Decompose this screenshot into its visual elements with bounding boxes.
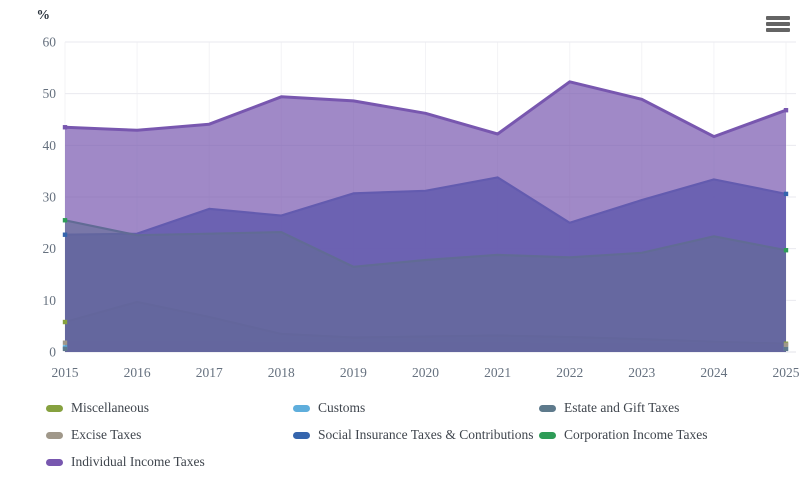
series-bullet-estate-and-gift-taxes bbox=[783, 346, 789, 352]
legend-item-customs[interactable]: Customs bbox=[293, 398, 539, 418]
legend-marker bbox=[293, 431, 310, 439]
x-axis-tick-2025: 2025 bbox=[773, 365, 800, 380]
legend-item-label: Individual Income Taxes bbox=[71, 454, 205, 469]
series-line-individual-income-taxes[interactable] bbox=[64, 80, 787, 139]
series-bullet-excise-taxes bbox=[783, 342, 789, 347]
legend-item-miscellaneous[interactable]: Miscellaneous bbox=[46, 398, 293, 418]
legend-item-individual-income-taxes[interactable]: Individual Income Taxes bbox=[46, 452, 293, 472]
x-axis-tick-2016: 2016 bbox=[124, 365, 151, 380]
legend-item-label: Excise Taxes bbox=[71, 427, 142, 442]
y-axis-tick-10: 10 bbox=[43, 293, 57, 308]
series-bullet-miscellaneous bbox=[62, 319, 68, 325]
y-axis-tick-50: 50 bbox=[43, 86, 57, 101]
series-bullet-individual-income-taxes bbox=[62, 125, 68, 130]
x-axis-tick-2020: 2020 bbox=[412, 365, 439, 380]
legend-item-label: Corporation Income Taxes bbox=[564, 427, 708, 442]
legend-marker bbox=[293, 404, 310, 412]
series-bullet-excise-taxes bbox=[62, 340, 68, 345]
y-axis-tick-30: 30 bbox=[43, 190, 57, 205]
legend-marker bbox=[46, 404, 63, 412]
legend-item-label: Customs bbox=[318, 400, 366, 415]
legend-marker bbox=[46, 431, 63, 439]
legend-item-estate-and-gift-taxes[interactable]: Estate and Gift Taxes bbox=[539, 398, 801, 418]
x-axis-tick-2022: 2022 bbox=[556, 365, 583, 380]
legend-marker bbox=[46, 458, 63, 466]
y-axis-tick-60: 60 bbox=[43, 35, 57, 50]
x-axis-tick-2018: 2018 bbox=[268, 365, 295, 380]
legend-item-excise-taxes[interactable]: Excise Taxes bbox=[46, 425, 293, 445]
x-axis-tick-2024: 2024 bbox=[700, 365, 727, 380]
hamburger-icon bbox=[766, 16, 790, 32]
x-axis-tick-2019: 2019 bbox=[340, 365, 367, 380]
legend-item-label: Estate and Gift Taxes bbox=[564, 400, 680, 415]
legend-item-social-insurance-taxes[interactable]: Social Insurance Taxes & Contributions bbox=[293, 425, 539, 445]
y-axis-tick-20: 20 bbox=[43, 241, 57, 256]
legend-item-corporation-income-taxes[interactable]: Corporation Income Taxes bbox=[539, 425, 801, 445]
series-bullet-corporation-income-taxes bbox=[62, 218, 68, 223]
legend-item-label: Social Insurance Taxes & Contributions bbox=[318, 427, 534, 442]
x-axis-tick-2021: 2021 bbox=[484, 365, 511, 380]
series-bullet-social-insurance-taxes-contributions bbox=[783, 191, 789, 197]
series-bullet-estate-and-gift-taxes bbox=[62, 346, 68, 352]
y-axis-tick-0: 0 bbox=[49, 345, 56, 360]
y-axis-tick-40: 40 bbox=[43, 138, 57, 153]
series-area-individual-income-taxes[interactable] bbox=[65, 81, 786, 353]
tax-composition-area-chart: 0 10 20 30 40 50 60 2015 2016 2017 2018 2019 2020 202… bbox=[37, 7, 800, 380]
legend-marker bbox=[539, 404, 556, 412]
x-axis-tick-2023: 2023 bbox=[628, 365, 655, 380]
series-bullet-individual-income-taxes bbox=[783, 108, 789, 113]
chart-export-menu-button[interactable] bbox=[763, 11, 793, 37]
x-axis-tick-2015: 2015 bbox=[52, 365, 79, 380]
series-bullet-corporation-income-taxes bbox=[783, 248, 789, 253]
chart-legend: Miscellaneous Customs Estate and Gift Ta… bbox=[46, 398, 801, 472]
legend-item-label: Miscellaneous bbox=[71, 400, 149, 415]
y-axis-title: % bbox=[37, 7, 51, 22]
series-bullet-social-insurance-taxes-contributions bbox=[62, 232, 68, 237]
legend-marker bbox=[539, 431, 556, 439]
x-axis-tick-2017: 2017 bbox=[196, 365, 223, 380]
